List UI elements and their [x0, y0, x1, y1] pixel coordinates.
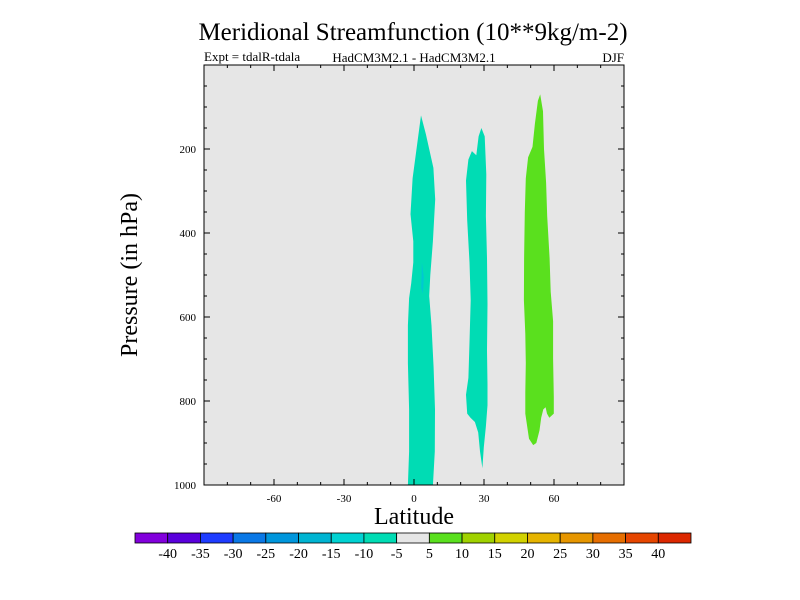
colorbar-swatch [461, 532, 496, 544]
colorbar-swatch [494, 532, 528, 544]
y-axis-label: Pressure (in hPa) [117, 193, 143, 357]
colorbar-swatch [428, 532, 463, 544]
colorbar-swatch [232, 532, 267, 544]
colorbar-swatch [396, 532, 430, 544]
colorbar-labels: -40 -35 -30 -25 -20 -15 -10 -5 5 10 15 20 25 30 35 40 [158, 547, 665, 562]
colorbar-swatch [134, 532, 169, 544]
colorbar-swatch [625, 532, 659, 544]
x-tick-label: 60 [549, 493, 561, 505]
contour-regions [407, 94, 554, 485]
colorbar-label: 40 [651, 547, 665, 562]
colorbar-label: -40 [158, 547, 177, 562]
region-band-3 [523, 94, 554, 446]
colorbar-label: -35 [191, 547, 210, 562]
colorbar-label: 15 [488, 547, 502, 562]
region-band-1-inner [421, 262, 424, 294]
experiment-label: Expt = tdalR-tdala [204, 49, 300, 64]
x-tick-labels: -60 -30 0 30 60 [267, 493, 560, 505]
colorbar [134, 532, 692, 544]
x-axis-label: Latitude [374, 504, 454, 530]
colorbar-label: 25 [553, 547, 567, 562]
x-tick-label: 0 [411, 493, 417, 505]
axis-ticks [203, 64, 625, 486]
region-band-2 [466, 128, 488, 469]
y-tick-label: 1000 [174, 480, 197, 492]
colorbar-label: 35 [619, 547, 633, 562]
colorbar-label: 10 [455, 547, 469, 562]
colorbar-swatch [657, 532, 692, 544]
colorbar-swatch [330, 532, 365, 544]
colorbar-label: -15 [322, 547, 341, 562]
colorbar-label: 30 [586, 547, 600, 562]
y-tick-labels: 200 400 600 800 1000 [174, 144, 197, 492]
colorbar-swatch [265, 532, 299, 544]
colorbar-swatch [200, 532, 234, 544]
colorbar-swatch [592, 532, 626, 544]
x-tick-label: 30 [479, 493, 491, 505]
colorbar-swatch [559, 532, 594, 544]
colorbar-label: -10 [355, 547, 374, 562]
colorbar-swatch [167, 532, 201, 544]
y-tick-label: 400 [180, 228, 197, 240]
x-tick-label: -30 [337, 493, 352, 505]
model-comparison-label: HadCM3M2.1 - HadCM3M2.1 [332, 50, 495, 65]
x-tick-label: -60 [267, 493, 282, 505]
colorbar-swatch [363, 532, 398, 544]
colorbar-swatch [298, 532, 332, 544]
y-tick-label: 200 [180, 144, 197, 156]
colorbar-swatch [527, 532, 561, 544]
colorbar-label: -30 [224, 547, 243, 562]
colorbar-label: 20 [520, 547, 534, 562]
colorbar-label: 5 [426, 547, 433, 562]
y-tick-label: 600 [180, 312, 197, 324]
season-label: DJF [602, 50, 624, 65]
y-tick-label: 800 [180, 396, 197, 408]
colorbar-label: -25 [256, 547, 275, 562]
chart-title: Meridional Streamfunction (10**9kg/m-2) [198, 19, 627, 46]
region-band-1 [407, 115, 436, 485]
colorbar-label: -20 [289, 547, 308, 562]
colorbar-label: -5 [391, 547, 403, 562]
